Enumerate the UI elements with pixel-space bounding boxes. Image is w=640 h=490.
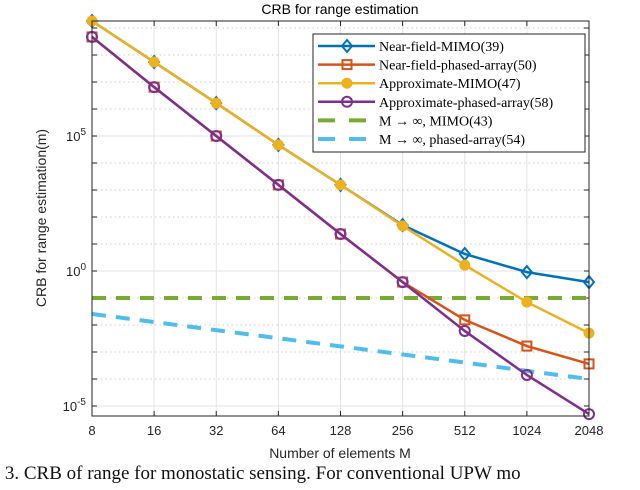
x-tick-label: 64	[271, 423, 285, 438]
y-tick-label: 105	[66, 127, 86, 144]
data-point	[520, 368, 533, 381]
data-point	[148, 56, 160, 68]
x-tick-label: 1024	[512, 423, 541, 438]
legend: Near-field-MIMO(39) Near-field-phased-arr…	[312, 33, 586, 153]
legend-label: M → ∞, phased-array(54)	[379, 133, 525, 148]
legend-label: Near-field-MIMO(39)	[379, 40, 504, 55]
x-axis-label: Number of elements M	[269, 445, 411, 461]
x-tick-label: 16	[147, 423, 161, 438]
legend-marker	[341, 95, 353, 108]
legend-marker	[341, 59, 353, 71]
x-tick-label: 256	[392, 423, 414, 438]
x-tick-label: 32	[209, 423, 223, 438]
x-axis: 8 16 32 64 128 256 512 1024 2048	[88, 21, 603, 438]
data-point	[210, 130, 223, 143]
legend-entry: Approximate-MIMO(47)	[318, 77, 521, 92]
legend-entry: Near-field-MIMO(39)	[318, 38, 504, 55]
data-point	[521, 340, 533, 352]
legend-label: Approximate-MIMO(47)	[379, 77, 521, 92]
x-tick-label: 8	[88, 423, 95, 438]
legend-marker	[340, 38, 354, 54]
legend-marker	[341, 77, 353, 89]
legend-box	[312, 33, 586, 153]
data-point	[521, 296, 533, 308]
y-axis-label: CRB for range estimation(m)	[33, 129, 49, 307]
series-layer	[85, 13, 596, 421]
figure-caption: Fig. 3. CRB of range for monostatic sens…	[0, 463, 521, 484]
data-point	[458, 324, 471, 337]
legend-entry: Approximate-phased-array(58)	[318, 95, 553, 111]
data-point	[397, 220, 409, 232]
data-point	[148, 81, 161, 94]
data-point	[396, 276, 409, 289]
y-tick-label: 100	[66, 262, 86, 279]
series-line	[91, 311, 590, 381]
series-line	[91, 35, 590, 416]
y-tick-label: 10-5	[63, 397, 87, 414]
x-tick-label: 512	[454, 423, 476, 438]
legend-label: M → ∞, MIMO(43)	[379, 114, 493, 129]
data-point	[520, 264, 534, 280]
x-tick-label: 2048	[575, 423, 604, 438]
data-point	[334, 228, 347, 241]
legend-label: Approximate-phased-array(58)	[379, 96, 553, 111]
legend-entry: M → ∞, MIMO(43)	[318, 114, 493, 129]
data-point	[272, 178, 285, 191]
data-point	[210, 97, 222, 109]
data-point	[335, 179, 346, 191]
data-point	[459, 314, 471, 326]
x-tick-label: 128	[330, 423, 352, 438]
legend-entry: M → ∞, phased-array(54)	[318, 133, 525, 148]
chart-title: CRB for range estimation	[261, 1, 418, 17]
legend-label: Near-field-phased-array(50)	[379, 59, 537, 74]
data-point	[459, 259, 471, 271]
legend-entry: Near-field-phased-array(50)	[318, 59, 537, 74]
data-point	[272, 139, 284, 151]
y-axis: 105 100 10-5	[63, 127, 87, 414]
series-5	[91, 311, 590, 381]
